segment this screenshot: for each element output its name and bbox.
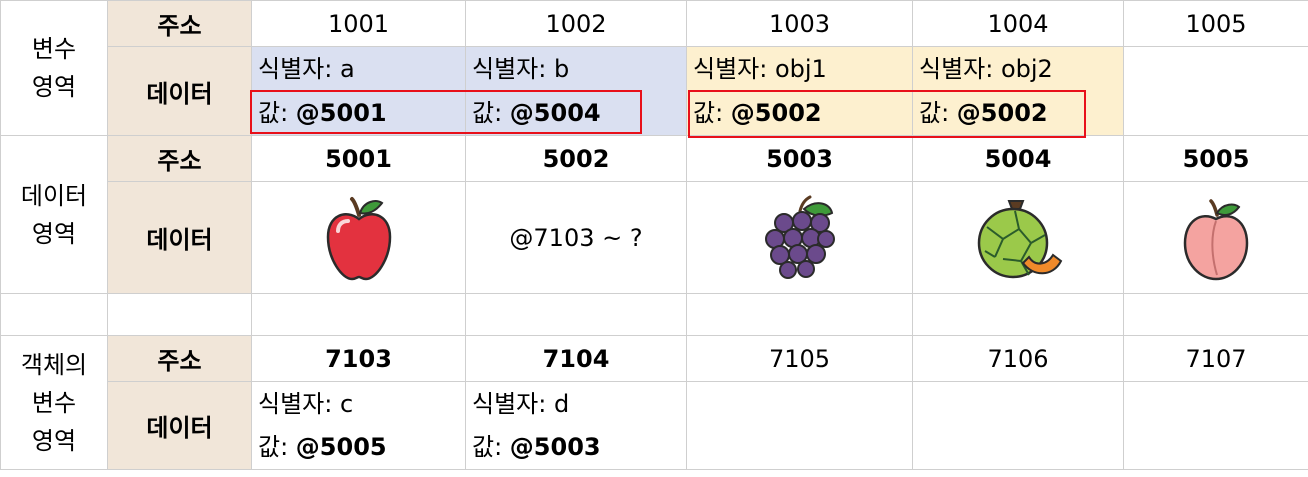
value-text: @5001 [295,99,387,127]
obj-addr-7103: 7103 [251,335,466,382]
value-prefix: 값: [919,99,957,127]
var-addr-1004: 1004 [912,0,1124,47]
var-cell-empty [1123,46,1308,136]
var-address-row: 변수 영역 주소 1001 1002 1003 1004 1005 [0,0,1308,136]
identifier-text: 식별자: b [472,55,570,83]
obj-cell-c: 식별자: c 값: @5005 [251,381,466,470]
var-addr-1003: 1003 [686,0,913,47]
value-text: @5003 [509,432,601,461]
identifier-text: 식별자: obj2 [919,55,1053,83]
var-cell-b: 식별자: b 값: @5004 [465,46,687,136]
obj-cell-empty [1123,381,1308,470]
spacer-row [0,293,1308,336]
value-text: @5002 [956,99,1048,127]
spacer-cell [107,293,252,336]
value-line: 값: @5001 [258,91,465,135]
data-area-label-line1: 데이터 [20,181,88,210]
obj-cell-d: 식별자: d 값: @5003 [465,381,687,470]
spacer-cell [1123,293,1308,336]
value-line: 값: @5004 [472,91,686,135]
data-cell-5003 [686,181,913,294]
value-line: 값: @5003 [472,426,686,469]
value-prefix: 값: [472,432,510,461]
data-area-label: 데이터 영역 [0,135,108,294]
var-data-label: 데이터 [107,46,252,136]
var-data-row: 데이터 식별자: a 값: @5001 식별자: b 값: @5004 식별자:… [1,46,1308,136]
var-cell-obj1: 식별자: obj1 값: @5002 [686,46,913,136]
spacer-cell [912,293,1124,336]
peach-icon [1183,198,1249,280]
obj-addr-7105: 7105 [686,335,913,382]
obj-addr-7104: 7104 [465,335,687,382]
apple-icon [326,196,391,280]
obj-address-row: 객체의 변수 영역 주소 7103 7104 7105 7106 7107 [0,335,1308,470]
var-cell-obj2: 식별자: obj2 값: @5002 [912,46,1124,136]
obj-addr-7107: 7107 [1123,335,1308,382]
obj-data-row: 데이터 식별자: c 값: @5005 식별자: d 값: @5003 [1,381,1308,470]
grapes-icon [764,195,835,279]
obj-area-label-line2: 변수 [31,388,77,417]
value-line: 값: @5002 [919,91,1123,135]
spacer-cell [686,293,913,336]
melon-icon [977,199,1063,278]
obj-area-label-line1: 객체의 [20,350,88,379]
data-data-label: 데이터 [107,181,252,294]
data-addr-5002: 5002 [465,135,687,182]
var-addr-label: 주소 [107,0,252,47]
obj-cell-empty [686,381,913,470]
data-addr-5001: 5001 [251,135,466,182]
obj-area-label-line3: 영역 [31,426,77,455]
value-line: 값: @5002 [693,91,912,135]
var-addr-1002: 1002 [465,0,687,47]
identifier-text: 식별자: c [258,389,354,418]
var-area-label-line1: 변수 [31,35,77,63]
data-area-label-line2: 영역 [31,219,77,248]
var-addr-1005: 1005 [1123,0,1308,47]
var-area-label: 변수 영역 [0,0,108,136]
obj-cell-empty [912,381,1124,470]
data-data-row: 데이터 @7103 ~ ? [1,181,1308,294]
identifier-text: 식별자: a [258,55,355,83]
data-cell-5004 [912,181,1124,294]
value-prefix: 값: [693,99,731,127]
obj-data-label: 데이터 [107,381,252,470]
value-text: @5002 [730,99,822,127]
obj-addr-label: 주소 [107,335,252,382]
value-prefix: 값: [472,99,510,127]
value-prefix: 값: [258,432,296,461]
spacer-cell [251,293,466,336]
identifier-text: 식별자: d [472,389,570,418]
obj-addr-7106: 7106 [912,335,1124,382]
data-cell-5001 [251,181,466,294]
var-addr-1001: 1001 [251,0,466,47]
obj-area-label: 객체의 변수 영역 [0,335,108,470]
spacer-cell [465,293,687,336]
value-prefix: 값: [258,99,296,127]
data-address-row: 데이터 영역 주소 5001 5002 5003 5004 5005 [0,135,1308,294]
value-text: @5005 [295,432,387,461]
data-addr-5005: 5005 [1123,135,1308,182]
value-line: 값: @5005 [258,426,465,469]
data-addr-5003: 5003 [686,135,913,182]
data-cell-5005 [1123,181,1308,294]
data-addr-5004: 5004 [912,135,1124,182]
data-cell-5002: @7103 ~ ? [465,181,687,294]
spacer-cell [0,293,108,336]
value-text: @5004 [509,99,601,127]
identifier-text: 식별자: obj1 [693,55,827,83]
data-addr-label: 주소 [107,135,252,182]
var-area-label-line2: 영역 [31,73,77,101]
var-cell-a: 식별자: a 값: @5001 [251,46,466,136]
